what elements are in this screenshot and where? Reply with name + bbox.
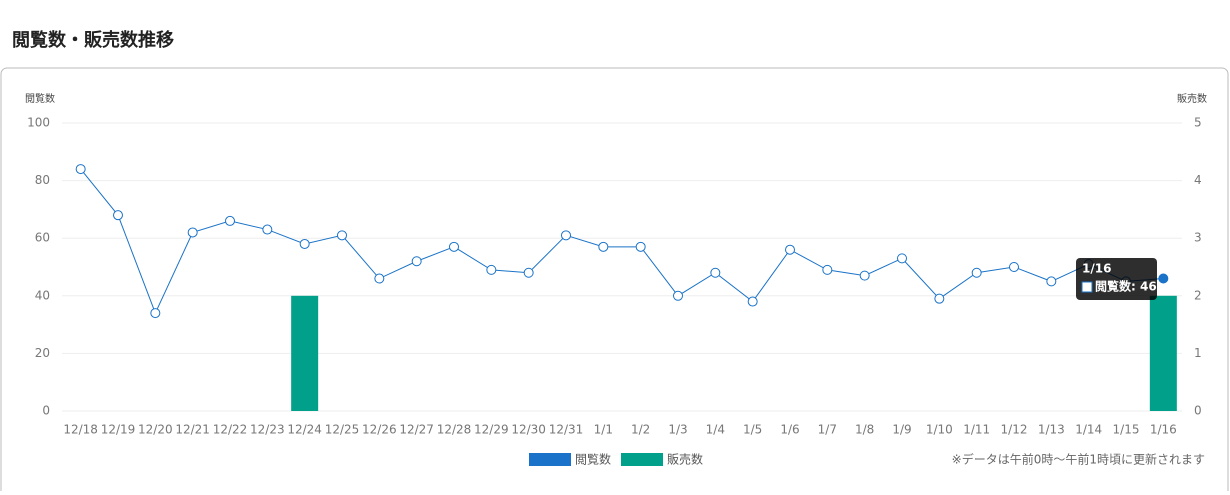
x-tick-label: 1/5 xyxy=(743,423,762,437)
x-tick-label: 1/6 xyxy=(780,423,799,437)
x-tick-label: 1/13 xyxy=(1038,423,1065,437)
point xyxy=(561,230,571,241)
x-tick-label: 1/1 xyxy=(594,423,613,437)
x-tick-label: 12/19 xyxy=(101,423,136,437)
x-tick-label: 12/27 xyxy=(399,423,434,437)
x-tick-label: 12/23 xyxy=(250,423,285,437)
x-tick-label: 1/2 xyxy=(631,423,650,437)
point xyxy=(374,273,385,284)
point xyxy=(337,230,347,241)
y-tick-label: 100 xyxy=(27,116,50,130)
point xyxy=(411,256,422,267)
x-tick-label: 12/28 xyxy=(437,423,472,437)
note: ※データは午前0時〜午前1時頃に更新されます xyxy=(952,452,1205,467)
x-tick-label: 12/26 xyxy=(362,423,397,437)
point xyxy=(673,290,683,301)
point xyxy=(262,224,273,235)
point xyxy=(1046,276,1057,287)
point xyxy=(785,244,795,255)
point xyxy=(113,210,123,221)
point xyxy=(598,241,609,252)
legend-swatch xyxy=(529,453,571,466)
bar xyxy=(1149,295,1177,411)
tooltip-swatch xyxy=(1081,281,1093,293)
x-tick-label: 12/24 xyxy=(287,423,322,437)
x-tick-label: 1/9 xyxy=(892,423,911,437)
point xyxy=(897,253,907,264)
y2-tick-label: 1 xyxy=(1194,346,1202,360)
tooltip xyxy=(1076,258,1157,300)
tooltip-title: 1/16 xyxy=(1082,262,1111,276)
point xyxy=(449,241,459,252)
y-tick-label: 20 xyxy=(35,346,50,360)
point xyxy=(486,264,497,275)
y2-axis-title: 販売数 xyxy=(1177,92,1207,105)
x-tick-label: 12/20 xyxy=(138,423,173,437)
point xyxy=(710,267,721,278)
point xyxy=(299,238,310,249)
y2-tick-label: 3 xyxy=(1194,231,1202,245)
x-tick-label: 1/12 xyxy=(1001,423,1028,437)
y-tick-label: 0 xyxy=(42,404,50,418)
x-tick-label: 1/7 xyxy=(818,423,837,437)
x-tick-label: 12/21 xyxy=(175,423,210,437)
y-axis-title: 閲覧数 xyxy=(25,92,55,105)
x-tick-label: 1/10 xyxy=(926,423,953,437)
point xyxy=(859,270,870,281)
y2-tick-label: 5 xyxy=(1194,116,1202,130)
y2-tick-label: 4 xyxy=(1194,173,1202,187)
legend-swatch xyxy=(621,453,663,466)
y2-tick-label: 0 xyxy=(1194,404,1202,418)
x-tick-label: 12/18 xyxy=(63,423,98,437)
point xyxy=(747,296,758,307)
x-tick-label: 12/30 xyxy=(511,423,546,437)
point xyxy=(225,215,235,226)
point xyxy=(75,164,86,175)
y2-tick-label: 2 xyxy=(1194,288,1202,302)
page-title: 閲覧数・販売数推移 xyxy=(12,29,174,51)
x-tick-label: 12/31 xyxy=(549,423,584,437)
x-tick-label: 12/22 xyxy=(213,423,248,437)
point xyxy=(187,227,198,238)
x-tick-label: 1/16 xyxy=(1150,423,1177,437)
point xyxy=(635,241,646,252)
x-tick-label: 1/14 xyxy=(1075,423,1102,437)
y-tick-label: 40 xyxy=(35,288,50,302)
tooltip-text: 閲覧数: 46 xyxy=(1095,279,1157,294)
x-tick-label: 1/15 xyxy=(1113,423,1140,437)
x-tick-label: 1/4 xyxy=(706,423,725,437)
point xyxy=(1158,273,1169,284)
point xyxy=(523,267,534,278)
point xyxy=(934,293,945,304)
line xyxy=(80,168,1164,315)
point xyxy=(1009,262,1019,272)
point xyxy=(150,308,161,319)
bar xyxy=(291,295,319,411)
point xyxy=(971,267,982,278)
legend-label: 販売数 xyxy=(667,452,703,467)
x-tick-label: 1/11 xyxy=(963,423,990,437)
x-tick-label: 1/3 xyxy=(668,423,687,437)
x-tick-label: 12/29 xyxy=(474,423,509,437)
legend-label: 閲覧数 xyxy=(575,452,611,467)
x-tick-label: 12/25 xyxy=(325,423,360,437)
y-tick-label: 80 xyxy=(35,173,50,187)
point xyxy=(822,264,833,275)
y-tick-label: 60 xyxy=(35,231,50,245)
x-tick-label: 1/8 xyxy=(855,423,874,437)
